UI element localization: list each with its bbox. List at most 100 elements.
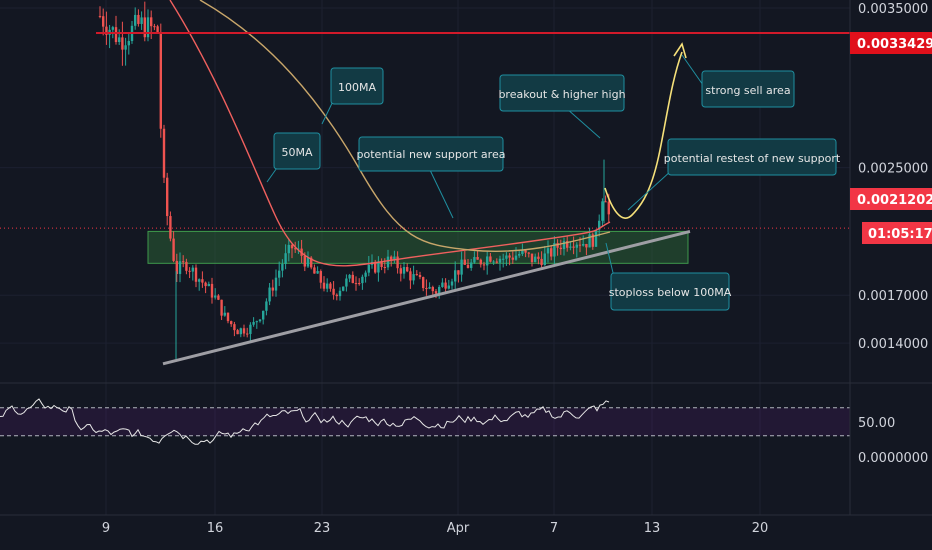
candle-body: [498, 258, 502, 263]
price-tag-current: 0.0021202: [850, 188, 932, 210]
annotation-breakout-text: breakout & higher high: [498, 88, 625, 101]
annotation-support-area-text: potential new support area: [357, 148, 506, 161]
candle-body: [194, 267, 198, 282]
time-axis[interactable]: 9 16 23 Apr 7 13 20: [0, 514, 932, 536]
candle-body: [502, 258, 505, 260]
candle-body: [140, 17, 143, 24]
candle-body: [220, 299, 223, 316]
candle-body: [143, 17, 146, 38]
candle-body: [588, 234, 591, 248]
candle-body: [438, 286, 441, 294]
candle-body: [322, 282, 326, 289]
candle-body: [543, 253, 546, 266]
candle-body: [578, 244, 582, 246]
x-tick-label: Apr: [447, 521, 470, 536]
candle-body: [492, 261, 495, 263]
ma100-line: [199, 0, 611, 253]
levels: [0, 32, 850, 366]
candle-body: [575, 244, 578, 248]
support-zone-rect: [147, 230, 689, 264]
candle-body: [338, 290, 342, 297]
candle-body: [422, 277, 425, 289]
x-tick-label: 20: [752, 521, 769, 536]
candle-body: [255, 321, 258, 323]
candle-body: [537, 256, 540, 259]
y-tick-label: 0.0014000: [858, 337, 928, 352]
rsi-panel: [0, 398, 850, 445]
candle-body: [460, 259, 463, 275]
candle-body: [226, 312, 230, 322]
candle-body: [591, 234, 594, 247]
candles: [98, 1, 610, 360]
x-tick-label: 9: [102, 521, 110, 536]
candle-body: [233, 324, 236, 331]
annotation-restest: potential restest of new support: [627, 138, 841, 211]
candle-body: [313, 267, 316, 274]
candle-body: [489, 256, 492, 262]
candle-body: [121, 37, 124, 50]
candle-body: [450, 281, 454, 286]
candle-body: [278, 270, 281, 278]
annotation-sell-area-text: strong sell area: [705, 84, 790, 97]
candle-body: [361, 276, 364, 284]
candle-body: [374, 261, 377, 273]
candle-body: [380, 261, 383, 268]
candle-body: [386, 256, 390, 268]
y-tick-label: 0.0035000: [858, 2, 928, 17]
price-tag-target: 0.0033429: [850, 32, 932, 54]
candle-body: [271, 287, 274, 291]
candle-body: [281, 263, 284, 271]
candle-body: [162, 128, 166, 178]
candle-body: [153, 26, 156, 28]
candle-body: [524, 250, 527, 253]
candle-body: [594, 229, 598, 247]
candle-body: [114, 27, 118, 43]
candle-body: [534, 256, 537, 263]
candle-body: [383, 267, 386, 269]
price-axis[interactable]: 0.0035000 0.0025000 0.0017000 0.0014000: [849, 0, 928, 515]
annotation-support-area: potential new support area: [357, 136, 506, 219]
candle-body: [284, 253, 287, 264]
candle-body: [402, 267, 406, 274]
candle-body: [354, 283, 358, 285]
candle-body: [268, 287, 271, 302]
annotation-100ma-text: 100MA: [338, 81, 376, 94]
candle-body: [508, 255, 511, 258]
candle-body: [319, 271, 322, 283]
price-tag-target-text: 0.0033429: [857, 37, 932, 52]
candle-body: [434, 291, 438, 294]
projection-arrow: [673, 42, 687, 59]
candle-body: [470, 262, 473, 268]
candle-body: [495, 261, 498, 263]
candle-body: [582, 243, 585, 246]
x-tick-label: 7: [550, 521, 558, 536]
candle-body: [425, 288, 428, 290]
candle-body: [511, 257, 514, 260]
countdown-tag-box: [862, 222, 932, 244]
annotation-stoploss-text: stoploss below 100MA: [609, 286, 732, 299]
candle-body: [239, 328, 242, 335]
candle-body: [316, 271, 319, 274]
x-tick-label: 23: [314, 521, 331, 536]
candle-body: [601, 201, 604, 221]
candle-body: [332, 288, 335, 295]
annotation-restest-text: potential restest of new support: [664, 152, 841, 165]
rsi-line: [0, 398, 610, 445]
candle-body: [345, 278, 348, 287]
candle-body: [159, 33, 162, 129]
candle-body: [479, 259, 482, 265]
rsi-tick-label: 50.00: [858, 416, 895, 431]
candle-body: [246, 333, 249, 335]
candle-body: [604, 201, 607, 203]
candle-body: [230, 321, 233, 325]
candle-body: [326, 283, 329, 289]
candle-body: [572, 246, 575, 248]
candle-body: [329, 283, 332, 289]
candle-body: [303, 255, 306, 267]
moving-averages: [169, 0, 611, 267]
candle-body: [172, 238, 175, 261]
candle-body: [262, 310, 265, 320]
candle-body: [415, 274, 418, 276]
candle-body: [98, 15, 102, 17]
